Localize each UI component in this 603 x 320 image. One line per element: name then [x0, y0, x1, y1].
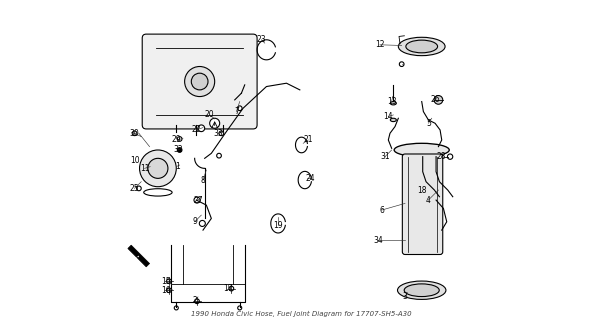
- Ellipse shape: [399, 37, 445, 56]
- Circle shape: [166, 288, 171, 292]
- Text: 3: 3: [403, 292, 408, 301]
- Text: 1990 Honda Civic Hose, Fuel Joint Diagram for 17707-SH5-A30: 1990 Honda Civic Hose, Fuel Joint Diagra…: [191, 311, 412, 317]
- Text: 1: 1: [175, 162, 180, 171]
- FancyBboxPatch shape: [142, 34, 257, 129]
- Text: 24: 24: [305, 174, 315, 183]
- Text: 17: 17: [223, 284, 233, 293]
- FancyBboxPatch shape: [402, 154, 443, 254]
- Ellipse shape: [406, 40, 438, 53]
- Text: 30: 30: [130, 129, 139, 138]
- Text: 16: 16: [162, 286, 171, 295]
- Ellipse shape: [390, 101, 396, 105]
- Text: 32: 32: [173, 146, 183, 155]
- Polygon shape: [128, 245, 150, 267]
- Text: 4: 4: [426, 196, 431, 204]
- Ellipse shape: [404, 284, 439, 297]
- Circle shape: [177, 137, 182, 141]
- Circle shape: [139, 150, 176, 187]
- Circle shape: [166, 279, 171, 284]
- Circle shape: [148, 158, 168, 178]
- Text: 7: 7: [234, 107, 239, 116]
- Text: 13: 13: [387, 97, 396, 106]
- Text: 11: 11: [140, 164, 150, 173]
- Text: 2: 2: [192, 296, 197, 305]
- Text: 19: 19: [273, 220, 283, 230]
- Circle shape: [200, 220, 206, 227]
- Text: FR.: FR.: [125, 250, 142, 267]
- Text: 8: 8: [201, 176, 206, 185]
- Circle shape: [194, 197, 200, 203]
- Circle shape: [434, 96, 443, 104]
- Text: 5: 5: [426, 119, 431, 128]
- Circle shape: [195, 299, 200, 304]
- Text: 34: 34: [373, 236, 383, 245]
- Circle shape: [177, 148, 182, 152]
- Circle shape: [219, 131, 224, 136]
- Text: 21: 21: [303, 135, 313, 144]
- Text: 18: 18: [417, 186, 426, 195]
- Circle shape: [399, 62, 404, 67]
- Text: 9: 9: [192, 217, 197, 226]
- Circle shape: [198, 125, 204, 132]
- Text: 31: 31: [380, 152, 390, 161]
- Circle shape: [229, 286, 234, 291]
- Text: 28: 28: [437, 152, 446, 161]
- Ellipse shape: [390, 118, 396, 122]
- Circle shape: [174, 306, 178, 310]
- Text: 33: 33: [213, 129, 223, 138]
- Text: 20: 20: [205, 110, 215, 119]
- Text: 27: 27: [193, 196, 203, 204]
- Ellipse shape: [394, 143, 449, 157]
- Text: 10: 10: [130, 156, 139, 164]
- Text: 25: 25: [130, 184, 139, 193]
- Text: 26: 26: [431, 95, 440, 104]
- Circle shape: [216, 153, 221, 158]
- Text: 14: 14: [384, 112, 393, 121]
- Text: 23: 23: [257, 35, 267, 44]
- Text: 15: 15: [162, 277, 171, 286]
- Circle shape: [447, 154, 453, 159]
- Text: 6: 6: [379, 205, 384, 215]
- Circle shape: [185, 67, 215, 97]
- Circle shape: [191, 73, 208, 90]
- Circle shape: [132, 131, 137, 136]
- Text: 29: 29: [171, 135, 181, 144]
- Circle shape: [238, 106, 242, 111]
- Text: 22: 22: [192, 125, 201, 134]
- Circle shape: [210, 118, 219, 128]
- Circle shape: [238, 306, 242, 310]
- Text: 12: 12: [375, 40, 385, 49]
- Circle shape: [136, 186, 141, 191]
- Ellipse shape: [397, 281, 446, 300]
